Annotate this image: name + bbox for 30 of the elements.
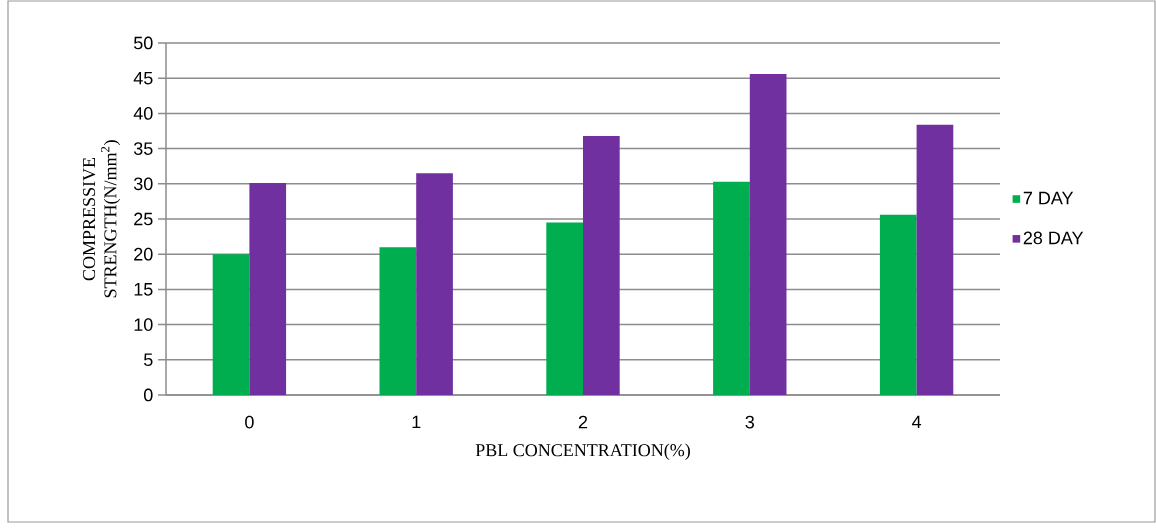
y-tick-label: 10 [134, 318, 153, 331]
bar [249, 183, 287, 395]
x-tick-label: 2 [578, 415, 588, 429]
y-tick-label: 5 [143, 353, 153, 367]
bar [713, 181, 750, 395]
bar [749, 73, 787, 395]
bar [879, 214, 917, 395]
bar [379, 247, 417, 395]
y-tick-label: 25 [134, 212, 153, 226]
x-axis-title: PBL CONCENTRATION(%) [475, 443, 690, 460]
bar [416, 173, 453, 395]
legend-label: 7 DAY [1023, 191, 1074, 205]
legend-label: 28 DAY [1023, 231, 1084, 245]
bar [546, 222, 583, 395]
bar [916, 124, 954, 395]
y-tick-label: 35 [133, 142, 153, 155]
y-tick-label: 40 [133, 107, 153, 120]
y-tick-label: 15 [134, 283, 153, 296]
x-tick-label: 1 [412, 415, 421, 429]
x-tick-label: 0 [245, 415, 254, 429]
y-tick-label: 45 [133, 71, 153, 85]
bar [212, 254, 250, 395]
bar [583, 135, 620, 395]
y-tick-label: 30 [133, 177, 153, 191]
x-tick-label: 4 [912, 415, 922, 429]
y-tick-label: 20 [134, 247, 153, 261]
y-tick-label: 0 [143, 388, 153, 402]
y-tick-label: 50 [133, 36, 153, 50]
y-axis-title: COMPRESSIVE STRENGTH(N/mm$^{2}$) [83, 140, 121, 298]
x-tick-label: 3 [745, 415, 755, 429]
